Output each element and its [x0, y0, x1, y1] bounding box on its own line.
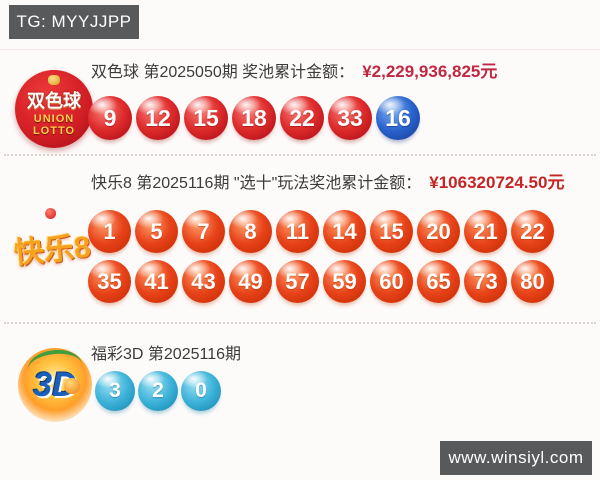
section-divider — [4, 154, 596, 156]
lottery-ball-11: 11 — [276, 210, 319, 253]
shuangseqiu-logo-union: UNION — [33, 113, 75, 125]
lottery-ball-1: 1 — [88, 210, 131, 253]
fucai3d-logo: 3D — [18, 347, 92, 422]
lottery-ball-22: 22 — [511, 210, 554, 253]
shuangseqiu-crest-icon — [48, 75, 60, 85]
kuaile8-ball-row-2: 35 41 43 49 57 59 60 65 73 80 — [88, 260, 554, 303]
kuaile8-jackpot-amount: ¥106320724.50元 — [429, 173, 565, 192]
lottery-ball-15: 15 — [184, 96, 228, 140]
lottery-ball-60: 60 — [370, 260, 413, 303]
kuaile8-knot-icon — [44, 207, 57, 220]
shuangseqiu-draw-info: 双色球 第2025050期 奖池累计金额： — [91, 64, 355, 81]
header-divider — [0, 49, 600, 50]
lottery-ball-15: 15 — [370, 210, 413, 253]
lottery-ball-59: 59 — [323, 260, 366, 303]
shuangseqiu-jackpot-amount: ¥2,229,936,825元 — [362, 62, 498, 81]
lottery-ball-43: 43 — [182, 260, 225, 303]
lottery-ball-33: 33 — [328, 96, 372, 140]
lottery-ball-21: 21 — [464, 210, 507, 253]
lottery-ball-16: 16 — [376, 96, 420, 140]
lottery-ball-80: 80 — [511, 260, 554, 303]
shuangseqiu-logo-cn: 双色球 — [27, 91, 81, 111]
lottery-ball-9: 9 — [88, 96, 132, 140]
shuangseqiu-logo-lotto: LOTTO — [32, 125, 76, 137]
lottery-ball-5: 5 — [135, 210, 178, 253]
fucai3d-title-line: 福彩3D 第2025116期 — [91, 340, 241, 364]
lottery-ball-20: 20 — [417, 210, 460, 253]
lottery-ball-14: 14 — [323, 210, 366, 253]
lottery-ball-65: 65 — [417, 260, 460, 303]
fucai3d-draw-info: 福彩3D 第2025116期 — [91, 346, 242, 363]
website-link-badge[interactable]: www.winsiyl.com — [440, 441, 592, 475]
shuangseqiu-ball-row: 9 12 15 18 22 33 16 — [88, 96, 420, 140]
lottery-ball-2: 2 — [138, 371, 178, 411]
fucai3d-ball-icon — [64, 378, 80, 394]
kuaile8-draw-info: 快乐8 第2025116期 "选十"玩法奖池累计金额： — [91, 175, 422, 192]
lottery-ball-35: 35 — [88, 260, 131, 303]
kuaile8-logo-text: 快乐8 — [12, 230, 92, 271]
lottery-ball-12: 12 — [136, 96, 180, 140]
shuangseqiu-logo: 双色球 UNION LOTTO — [15, 70, 93, 148]
kuaile8-title-line: 快乐8 第2025116期 "选十"玩法奖池累计金额： ¥106320724.50… — [91, 168, 564, 193]
section-divider — [4, 322, 596, 324]
lottery-ball-22: 22 — [280, 96, 324, 140]
kuaile8-logo: 快乐8 — [7, 207, 97, 285]
lottery-ball-0: 0 — [181, 371, 221, 411]
kuaile8-ball-row-1: 1 5 7 8 11 14 15 20 21 22 — [88, 210, 554, 253]
lottery-ball-57: 57 — [276, 260, 319, 303]
lottery-ball-7: 7 — [182, 210, 225, 253]
telegram-contact-badge[interactable]: TG: MYYJJPP — [9, 5, 139, 39]
shuangseqiu-title-line: 双色球 第2025050期 奖池累计金额： ¥2,229,936,825元 — [91, 57, 497, 82]
lottery-ball-3: 3 — [95, 371, 135, 411]
lottery-ball-41: 41 — [135, 260, 178, 303]
lottery-ball-8: 8 — [229, 210, 272, 253]
lottery-ball-49: 49 — [229, 260, 272, 303]
lottery-ball-73: 73 — [464, 260, 507, 303]
lottery-ball-18: 18 — [232, 96, 276, 140]
